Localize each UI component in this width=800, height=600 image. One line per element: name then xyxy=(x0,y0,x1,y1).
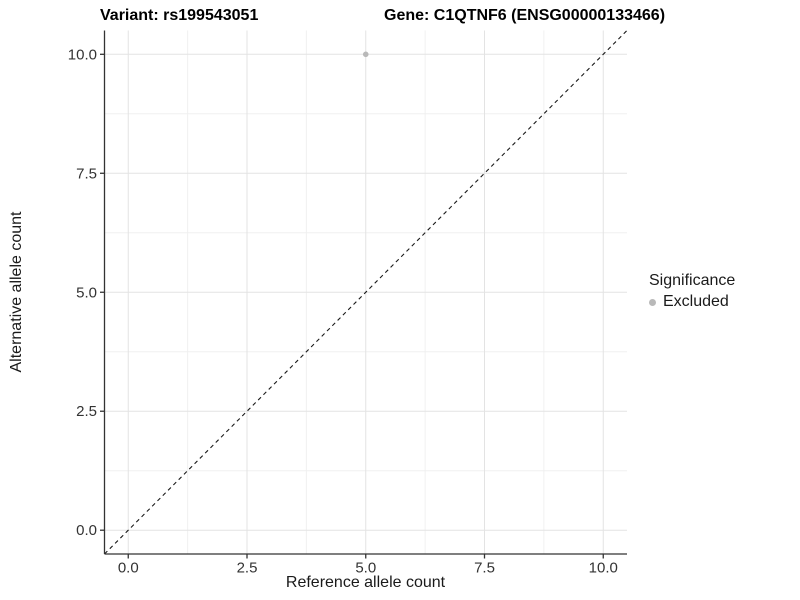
y-tick-label: 7.5 xyxy=(76,165,97,182)
x-tick-label: 0.0 xyxy=(118,560,139,577)
legend-item-label: Excluded xyxy=(663,293,729,310)
y-axis-title: Alternative allele count xyxy=(8,211,25,373)
x-tick-label: 7.5 xyxy=(474,560,495,577)
legend: Significance Excluded xyxy=(646,271,735,312)
y-tick-label: 0.0 xyxy=(76,522,97,539)
legend-item-excluded: Excluded xyxy=(646,292,735,312)
x-tick-label: 2.5 xyxy=(237,560,258,577)
legend-title: Significance xyxy=(649,272,736,289)
x-tick-label: 5.0 xyxy=(355,560,376,577)
y-tick-label: 10.0 xyxy=(68,46,97,63)
x-axis-title: Reference allele count xyxy=(285,574,446,591)
data-point-excluded xyxy=(362,51,369,58)
y-tick-label: 2.5 xyxy=(76,403,97,420)
plot-title-gene: Gene: C1QTNF6 (ENSG00000133466) xyxy=(384,7,666,24)
excluded-point-icon xyxy=(649,298,656,306)
x-tick-label: 10.0 xyxy=(589,560,618,577)
y-tick-label: 5.0 xyxy=(76,284,97,301)
identity-dashed-line xyxy=(104,30,628,555)
plot-title-variant: Variant: rs199543051 xyxy=(100,7,259,24)
